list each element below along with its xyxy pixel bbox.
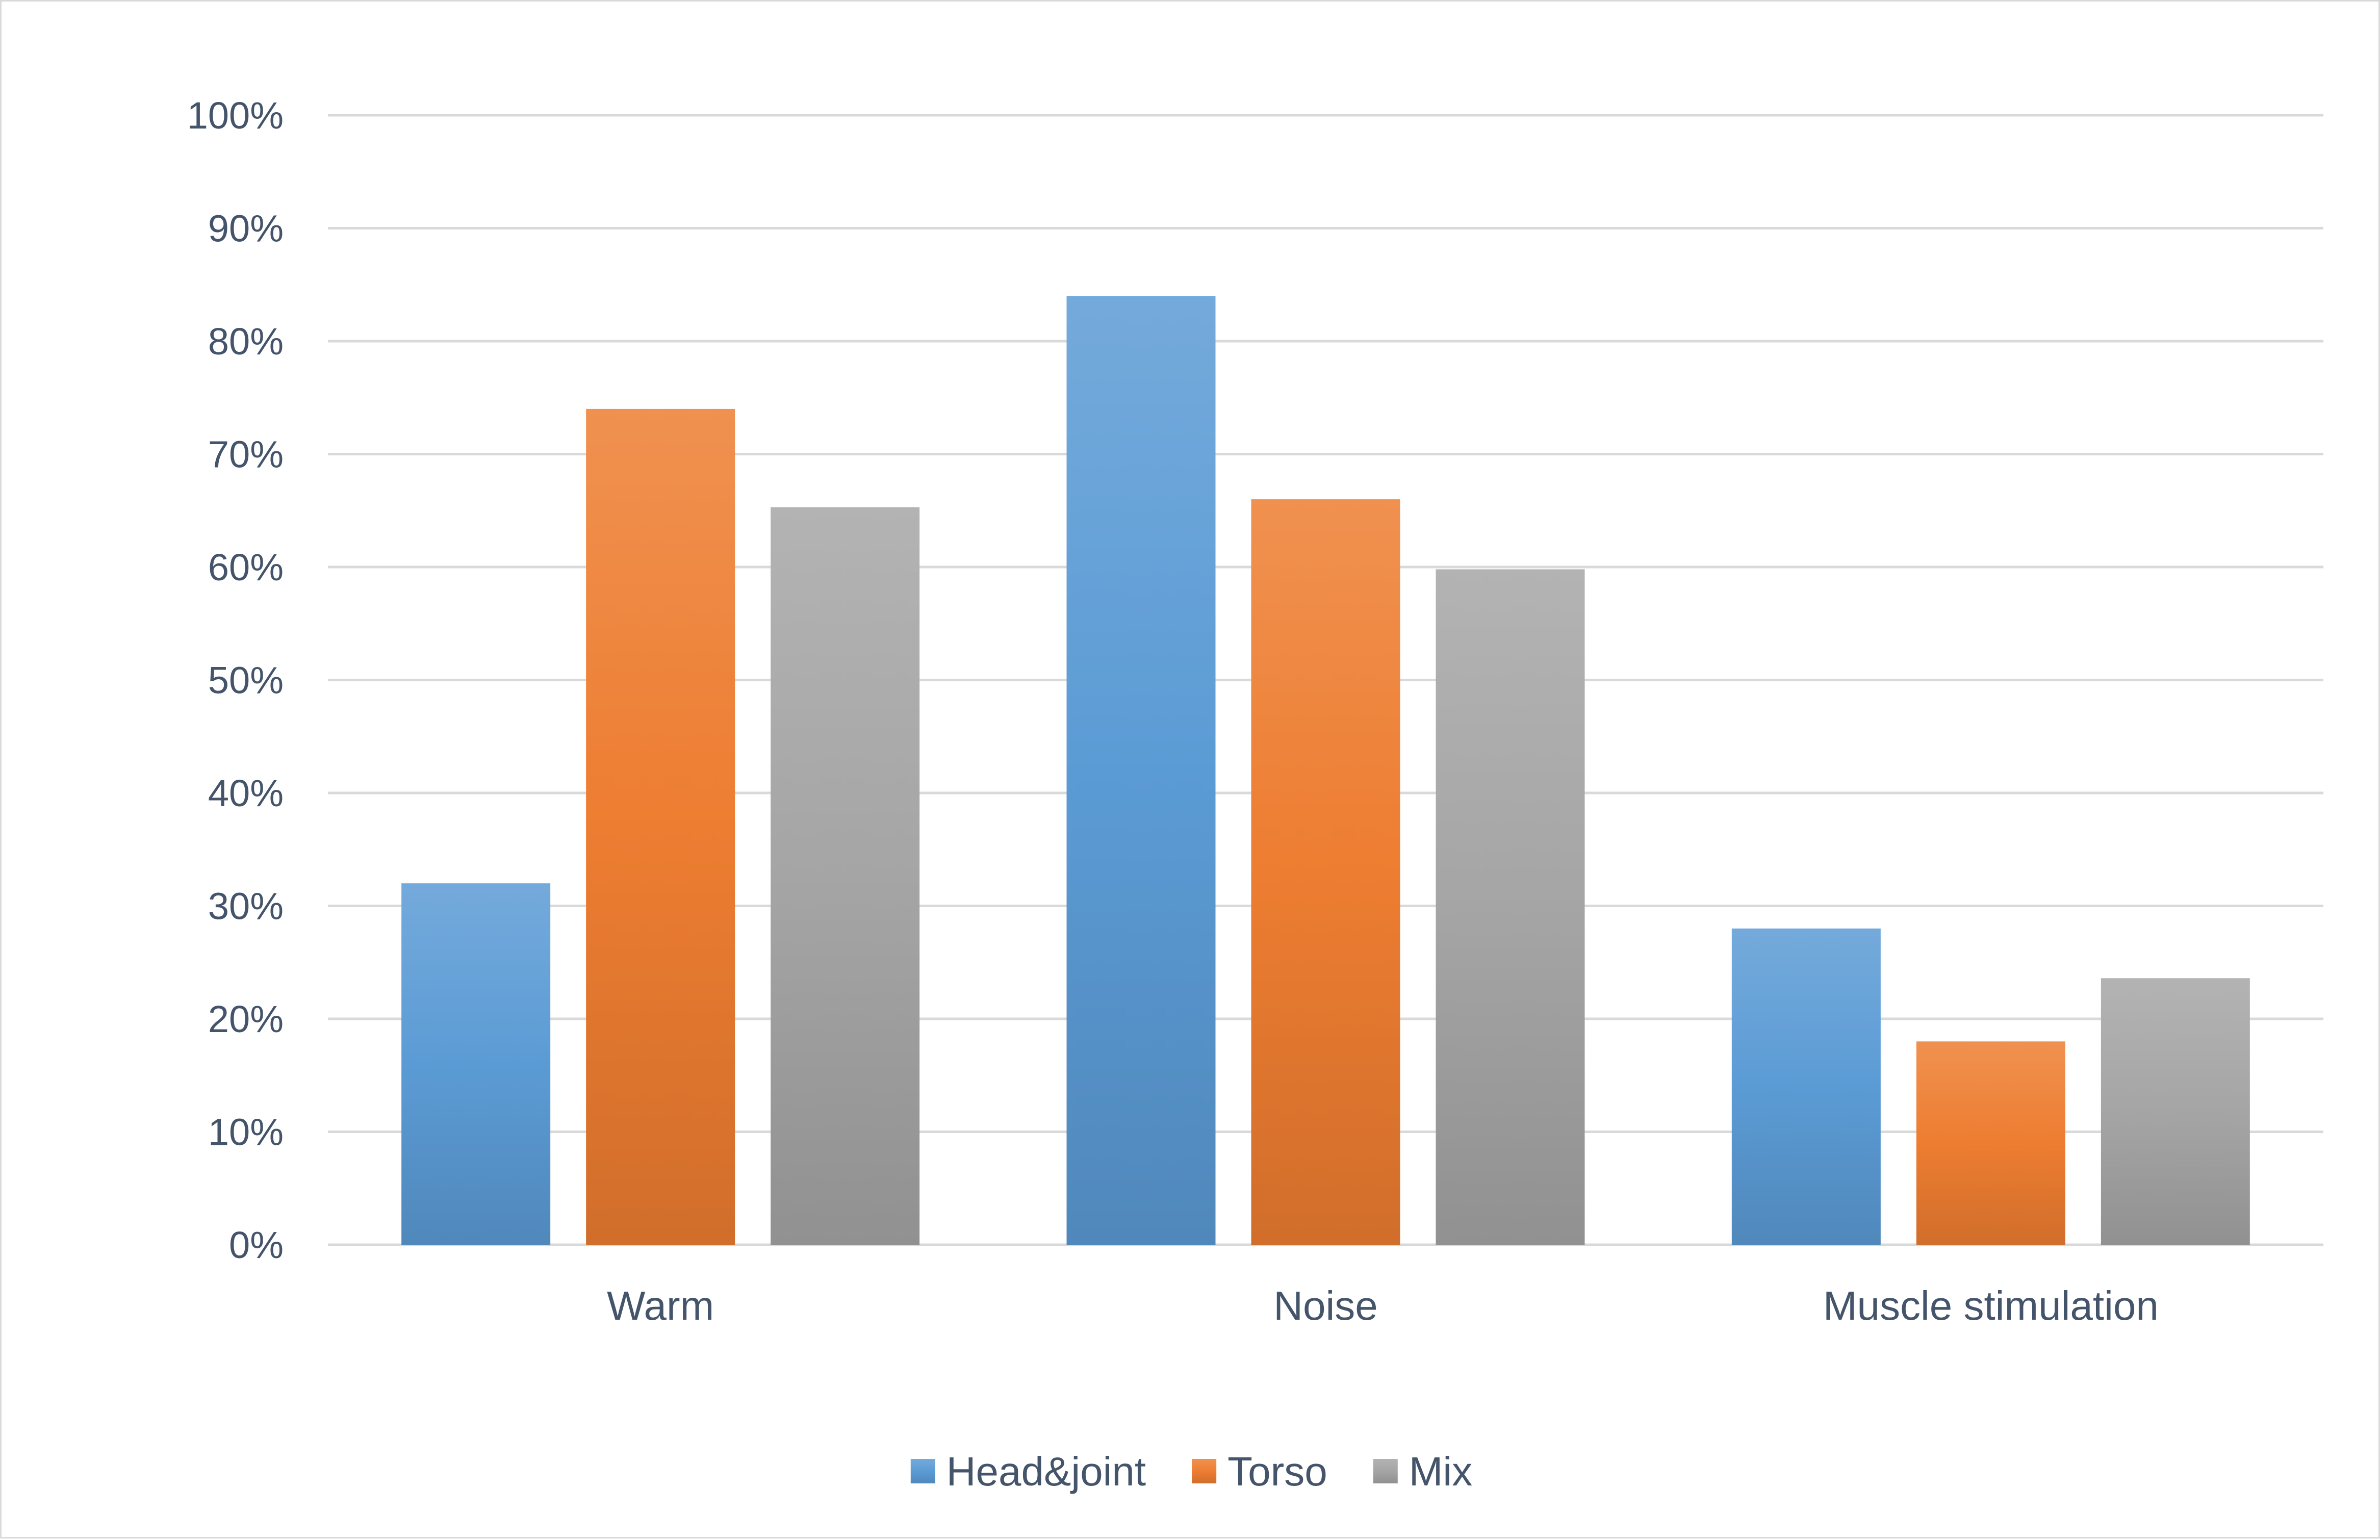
bar-head-joint-noise	[1066, 296, 1216, 1245]
bar-mix-noise	[1436, 569, 1585, 1245]
legend-item-torso: Torso	[1192, 1449, 1327, 1494]
y-tick-label: 60%	[208, 546, 284, 588]
legend-swatch	[1192, 1459, 1217, 1483]
bars	[401, 296, 2250, 1245]
y-tick-label: 90%	[208, 208, 284, 250]
bar-mix-muscle-stimulation	[2101, 978, 2250, 1245]
bar-torso-noise	[1251, 499, 1400, 1245]
y-tick-label: 80%	[208, 320, 284, 363]
y-tick-label: 100%	[187, 94, 284, 137]
y-tick-label: 0%	[229, 1224, 284, 1266]
legend-swatch	[910, 1459, 935, 1483]
bar-head-joint-muscle-stimulation	[1731, 928, 1881, 1245]
legend-label: Head&joint	[946, 1449, 1146, 1494]
x-category-label: Noise	[1273, 1283, 1378, 1328]
bar-torso-muscle-stimulation	[1916, 1041, 2065, 1245]
y-tick-label: 40%	[208, 772, 284, 814]
legend-swatch	[1373, 1459, 1398, 1483]
x-category-label: Warm	[607, 1283, 714, 1328]
legend-label: Mix	[1409, 1449, 1472, 1494]
legend-item-head-joint: Head&joint	[910, 1449, 1146, 1494]
legend-item-mix: Mix	[1373, 1449, 1472, 1494]
legend: Head&joint Torso Mix	[910, 1449, 1472, 1494]
y-tick-label: 20%	[208, 998, 284, 1040]
y-tick-label: 30%	[208, 885, 284, 928]
bar-torso-warm	[586, 408, 735, 1245]
y-tick-label: 70%	[208, 433, 284, 476]
bar-head-joint-warm	[401, 883, 551, 1245]
x-axis-category-labels: Warm Noise Muscle stimulation	[607, 1283, 2159, 1328]
y-tick-label: 10%	[208, 1111, 284, 1153]
legend-label: Torso	[1227, 1449, 1327, 1494]
y-tick-label: 50%	[208, 659, 284, 702]
x-category-label: Muscle stimulation	[1823, 1283, 2159, 1328]
y-axis-tick-labels: 0% 10% 20% 30% 40% 50% 60% 70% 80% 90% 100%	[187, 94, 284, 1266]
bar-mix-warm	[771, 507, 920, 1245]
